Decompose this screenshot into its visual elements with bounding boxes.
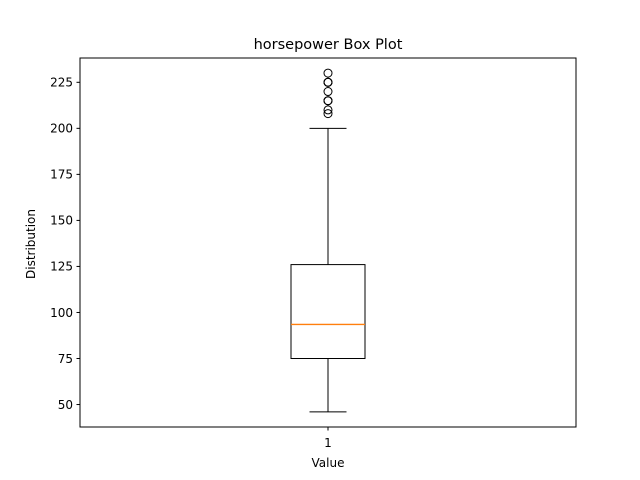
y-tick-label: 175	[50, 168, 73, 182]
y-tick-label: 225	[50, 76, 73, 90]
outlier-point	[323, 68, 333, 78]
iqr-box	[290, 264, 366, 360]
y-tick-label: 50	[58, 398, 73, 412]
y-tick-label: 125	[50, 260, 73, 274]
outlier-point	[323, 109, 333, 119]
chart-title: horsepower Box Plot	[254, 37, 403, 53]
plot-area: 50 75 100 125 150 175 200 225 1	[50, 57, 577, 450]
y-axis-label: Distribution	[24, 209, 38, 279]
x-axis-label: Value	[312, 456, 345, 470]
y-tick-label: 150	[50, 214, 73, 228]
x-tick-label: 1	[324, 436, 332, 450]
y-tick-label: 100	[50, 306, 73, 320]
outlier-point	[323, 87, 333, 97]
outlier-point	[323, 77, 333, 87]
y-tick-label: 200	[50, 122, 73, 136]
outlier-point	[323, 105, 333, 115]
outlier-point	[323, 96, 333, 106]
y-tick-label: 75	[58, 352, 73, 366]
